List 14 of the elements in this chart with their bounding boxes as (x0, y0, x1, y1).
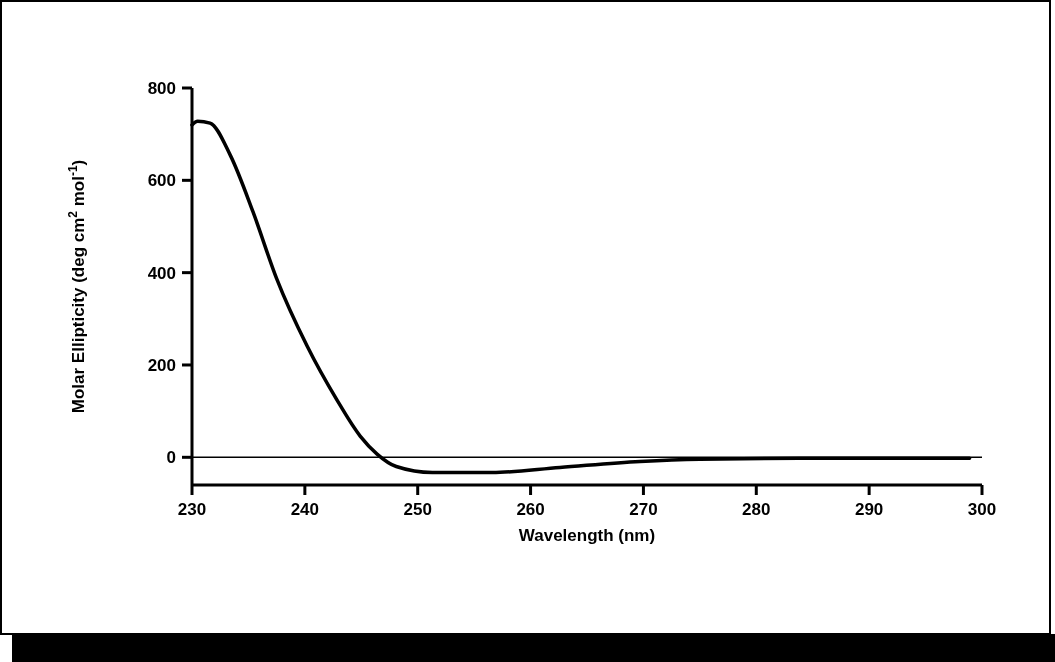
x-tick-label: 230 (177, 500, 207, 519)
y-tick-label: 0 (166, 448, 176, 468)
x-tick-label: 270 (629, 500, 658, 519)
y-tick-label: 600 (147, 171, 176, 191)
x-tick-label: 290 (854, 500, 884, 519)
x-tick-label: 260 (516, 500, 545, 519)
x-tick-label: 300 (967, 500, 997, 519)
x-axis-title: Wavelength (nm) (518, 526, 656, 545)
y-tick-label: 400 (147, 263, 176, 283)
x-tick-label: 250 (403, 500, 432, 519)
y-tick-label: 800 (147, 78, 176, 98)
x-tick-label: 240 (290, 500, 320, 519)
x-tick-label: 280 (742, 500, 771, 519)
y-tick-label: 200 (147, 355, 176, 375)
